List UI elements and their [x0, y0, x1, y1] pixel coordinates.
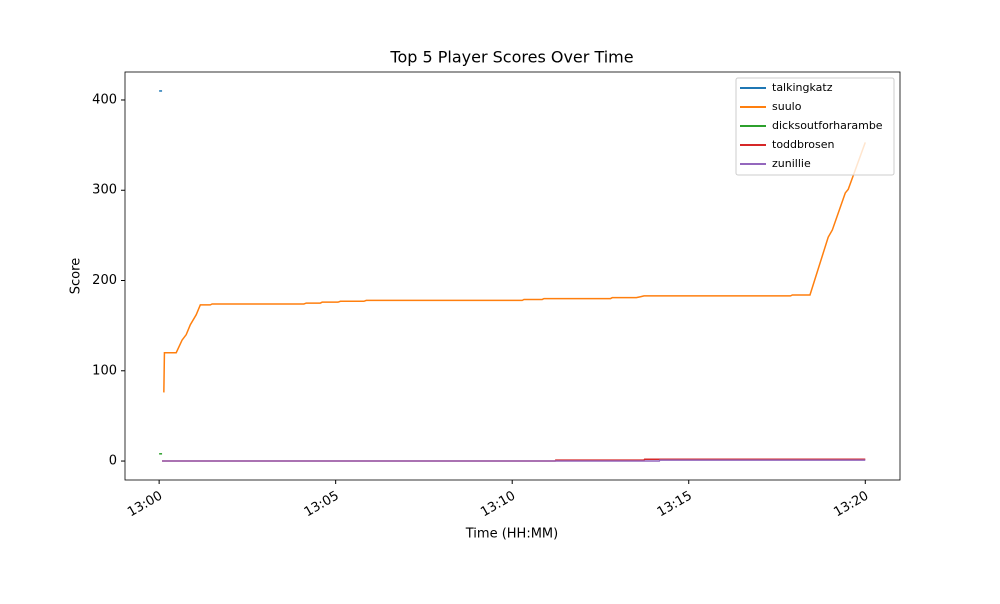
legend-label: dicksoutforharambe — [772, 119, 883, 132]
legend-box — [735, 77, 895, 176]
series-line — [162, 459, 866, 462]
series-line — [163, 142, 866, 393]
chart-title: Top 5 Player Scores Over Time — [389, 48, 633, 67]
y-axis-label: Score — [69, 258, 84, 294]
x-axis-label: Time (HH:MM) — [465, 527, 558, 542]
y-tick-label: 100 — [92, 363, 117, 378]
y-tick-label: 300 — [92, 183, 117, 198]
legend-label: suulo — [772, 100, 802, 113]
y-tick-label: 400 — [92, 92, 117, 107]
y-tick-label: 200 — [92, 273, 117, 288]
plot-frame — [124, 71, 901, 481]
y-tick-label: 0 — [109, 454, 117, 469]
legend-label: talkingkatz — [772, 81, 833, 94]
legend-label: toddbrosen — [772, 138, 834, 151]
legend-label: zunillie — [772, 157, 811, 170]
legend: talkingkatz suulo dicksoutforharambe toddbr… — [735, 77, 895, 176]
